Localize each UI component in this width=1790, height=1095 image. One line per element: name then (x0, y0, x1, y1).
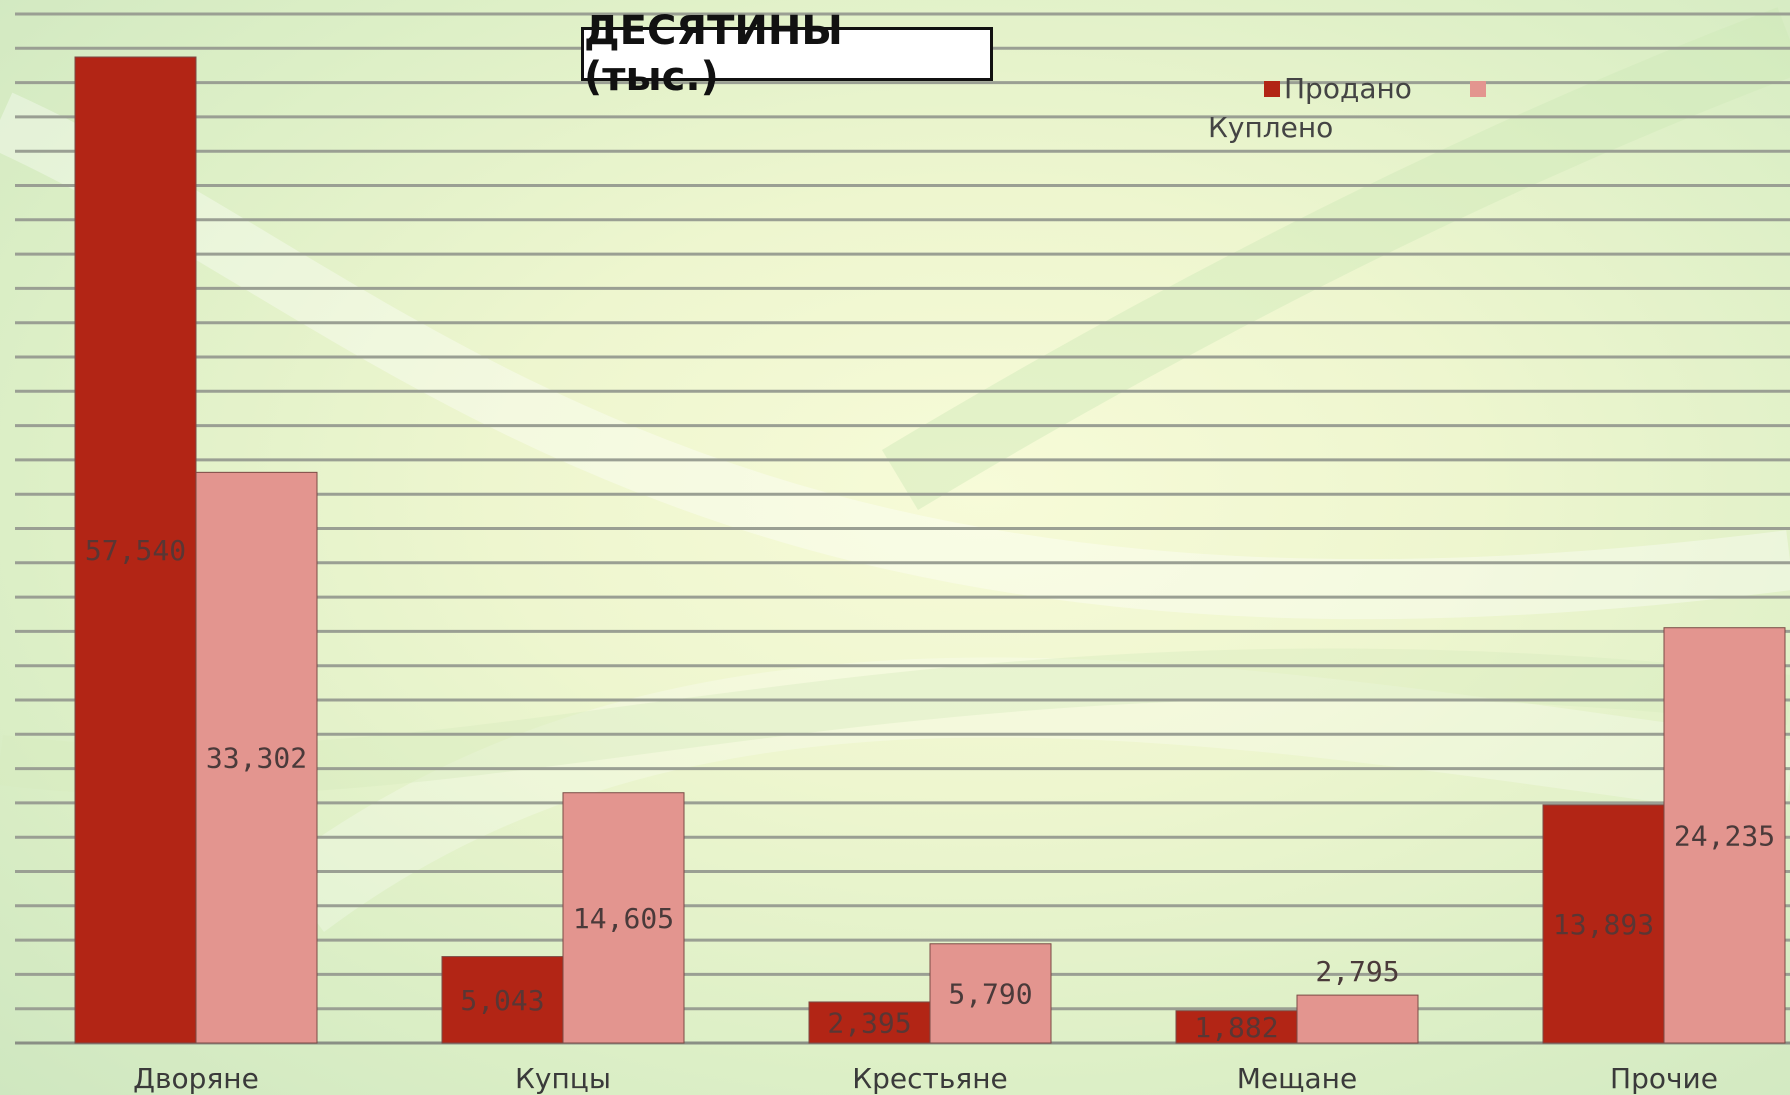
x-tick-label: Мещане (1237, 1062, 1357, 1095)
data-label-bought-3: 2,795 (1315, 955, 1399, 988)
data-label-sold-1: 5,043 (460, 984, 544, 1017)
data-label-sold-0: 57,540 (85, 534, 186, 567)
data-labels: 57,540 33,302 5,043 14,605 2,395 5,790 1,882 2,… (85, 534, 1775, 1044)
bar-sold-1 (441, 956, 564, 1044)
data-label-sold-2: 2,395 (827, 1006, 911, 1039)
x-tick-label: Дворяне (133, 1062, 259, 1095)
x-axis-tick-labels: Дворяне Купцы Крестьяне Мещане Прочие (133, 1062, 1718, 1095)
chart-title: ДЕСЯТИНЫ (тыс.) (581, 8, 993, 100)
legend-label-bought: Куплено (1208, 111, 1334, 144)
x-tick-label: Прочие (1610, 1062, 1718, 1095)
bar-bought-1 (562, 792, 685, 1044)
data-label-bought-4: 24,235 (1674, 819, 1775, 852)
data-label-bought-0: 33,302 (206, 742, 307, 775)
bar-sold-4 (1542, 804, 1665, 1044)
bar-bought-0 (195, 471, 318, 1044)
legend-swatch-sold (1264, 80, 1280, 97)
data-label-sold-4: 13,893 (1553, 908, 1654, 941)
bar-sold-0 (74, 56, 197, 1044)
x-tick-label: Купцы (515, 1062, 611, 1095)
bars (74, 56, 1786, 1044)
bar-bought-2 (929, 943, 1052, 1044)
x-tick-label: Крестьяне (852, 1062, 1007, 1095)
bar-bought-4 (1663, 627, 1786, 1044)
bar-sold-2 (808, 1001, 931, 1044)
data-label-sold-3: 1,882 (1194, 1011, 1278, 1044)
data-label-bought-2: 5,790 (948, 977, 1032, 1010)
legend-label-sold: Продано (1284, 72, 1412, 105)
legend-swatch-bought (1469, 80, 1486, 97)
bar-sold-3 (1175, 1010, 1298, 1044)
data-label-bought-1: 14,605 (573, 902, 674, 935)
legend: Продано Куплено (1208, 72, 1508, 144)
bar-bought-3 (1296, 994, 1419, 1044)
